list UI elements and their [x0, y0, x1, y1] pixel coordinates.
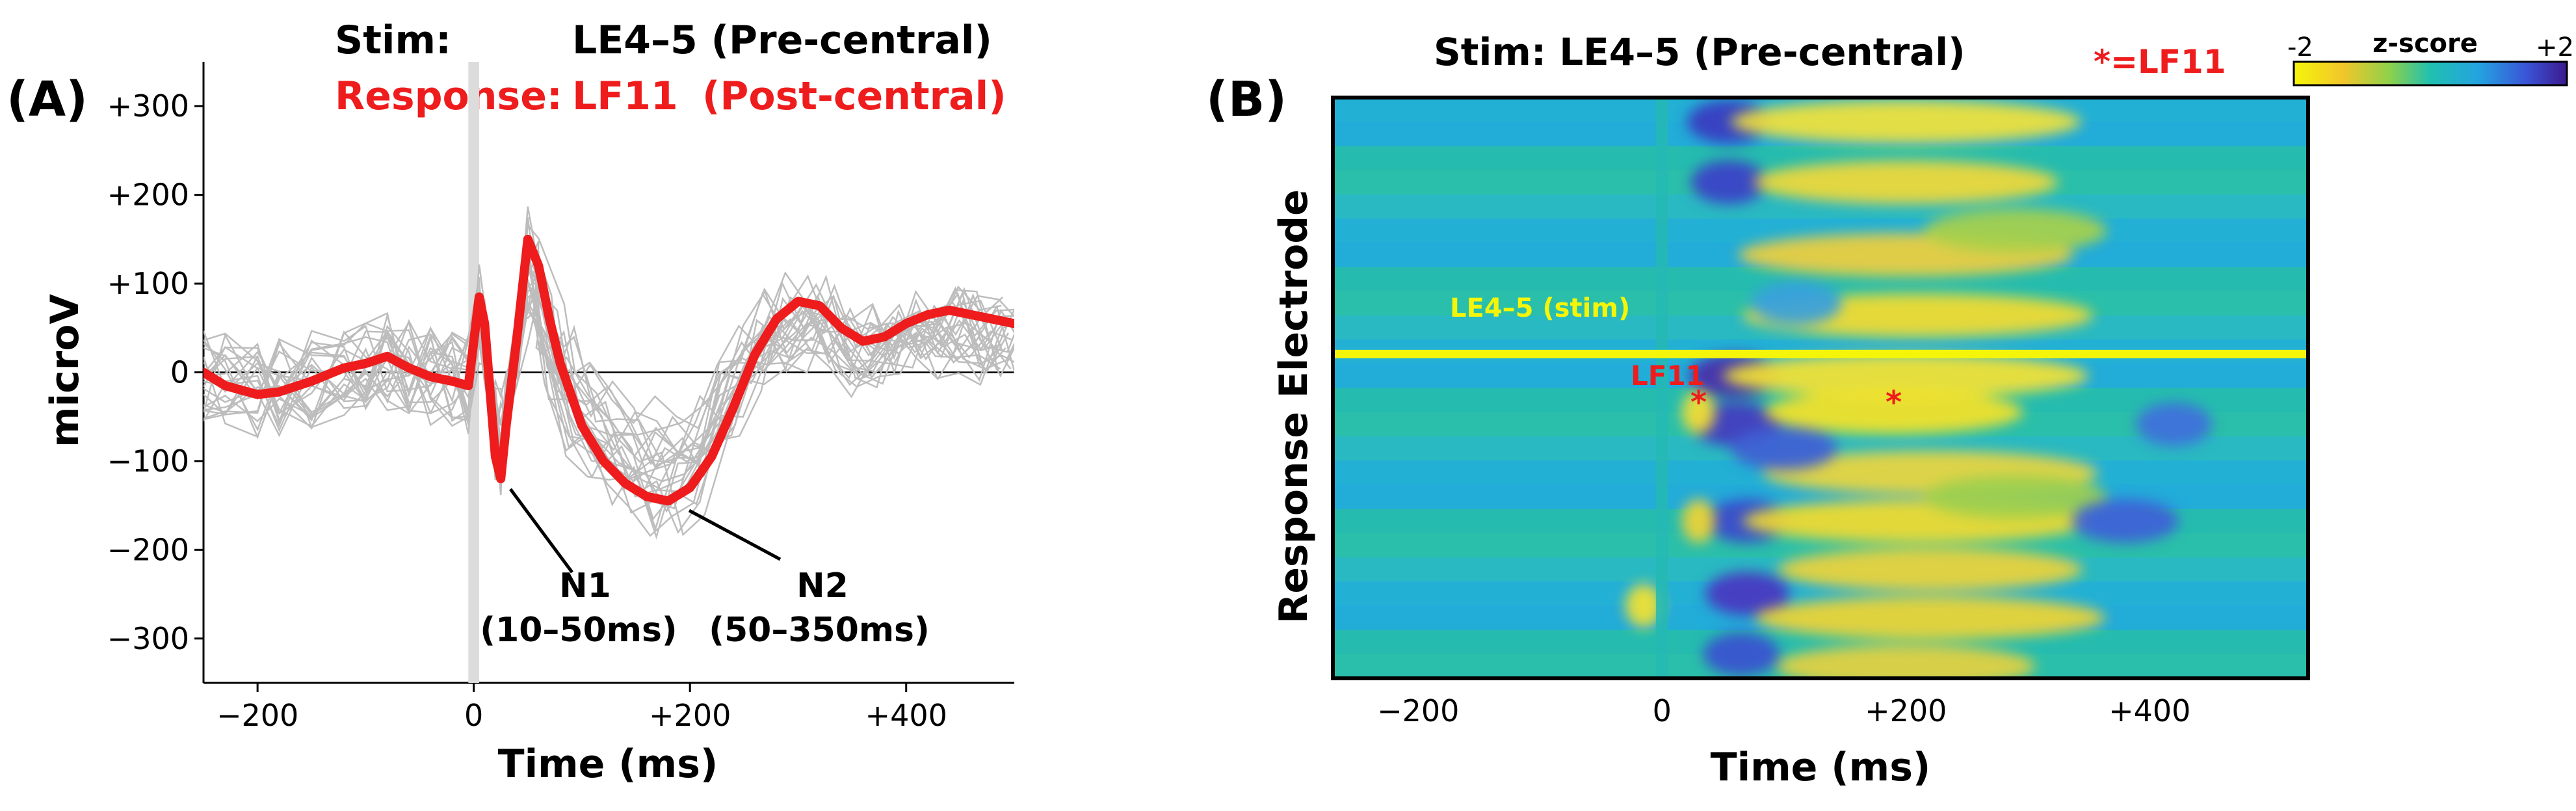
x-tick-label: +400: [865, 698, 947, 733]
heatmap-blob: [1753, 160, 2058, 204]
heatmap-blob: [1625, 583, 1663, 628]
heatmap-blob: [1778, 548, 2083, 592]
heatmap-blob: [1681, 390, 1716, 434]
y-tick-label: 0: [170, 355, 189, 390]
response-marker-early: *: [1690, 384, 1707, 421]
response-row-label: LF11: [1631, 360, 1705, 392]
heatmap-blobs: [1625, 100, 2213, 678]
panel-b-x-label: Time (ms): [1711, 745, 1931, 790]
trial-traces: [204, 206, 1014, 540]
x-tick-label: 0: [1653, 693, 1672, 728]
panel-a-stim-label: Stim:: [335, 18, 451, 63]
heatmap-blob: [1776, 644, 2036, 678]
n1-label: N1: [559, 566, 611, 605]
colorbar-title: z-score: [2372, 29, 2478, 59]
x-tick-label: +200: [1865, 693, 1947, 728]
panel-a-stim-value: LE4–5 (Pre-central): [572, 18, 992, 63]
colorbar: [2293, 60, 2568, 86]
trial-trace: [204, 241, 1002, 531]
heatmap-blob: [1690, 160, 1767, 204]
n1-leader-line: [508, 488, 574, 574]
heatmap-blob: [1755, 596, 2106, 640]
panel-b-x-ticks: −200 0 +200 +400: [1377, 693, 2190, 728]
response-marker-late: *: [1886, 384, 1902, 421]
heatmap-blob: [1924, 475, 2107, 519]
heatmap-blob: [1705, 572, 1789, 616]
heatmap-blob: [1750, 281, 1842, 325]
trial-trace: [204, 269, 1003, 540]
panel-a-x-ticks: −200 0 +200 +400: [217, 683, 947, 733]
panel-a-x-label: Time (ms): [498, 741, 718, 787]
x-tick-label: +400: [2109, 693, 2190, 728]
x-tick-label: −200: [1377, 693, 1459, 728]
x-tick-label: 0: [464, 698, 483, 733]
colorbar-min-label: -2: [2287, 33, 2313, 62]
n1-window: (10–50ms): [480, 611, 677, 650]
panel-b-title: Stim: LE4–5 (Pre-central): [1434, 30, 1965, 74]
stim-row-label: LE4–5 (stim): [1450, 293, 1630, 323]
stim-artifact-column: [1655, 98, 1668, 678]
colorbar-max-label: +2: [2536, 33, 2574, 62]
y-tick-label: +200: [107, 178, 189, 213]
panel-a-label: (A): [7, 72, 88, 127]
y-tick-label: −300: [107, 621, 189, 656]
panel-b-y-label: Response Electrode: [1271, 189, 1317, 624]
x-tick-label: −200: [217, 698, 298, 733]
panel-a-response-label: Response:: [335, 73, 562, 119]
panel-a-response-region: (Post-central): [702, 73, 1006, 119]
y-tick-label: +300: [107, 88, 189, 124]
panel-b-marker-note: *=LF11: [2094, 43, 2226, 81]
average-trace: [204, 234, 1014, 506]
x-tick-label: +200: [649, 698, 731, 733]
heatmap-frame: [1331, 96, 2310, 680]
panel-a: (A) Stim: LE4–5 (Pre-central) Response: …: [7, 18, 1014, 787]
trial-trace: [204, 297, 1009, 483]
panel-a-response-value: LF11: [572, 73, 678, 119]
panel-b: (B) Stim: LE4–5 (Pre-central) *=LF11 -2 …: [1206, 29, 2574, 790]
panel-a-y-ticks: +300 +200 +100 0 −100 −200 −300: [107, 88, 204, 656]
n2-label: N2: [796, 566, 848, 605]
n2-window: (50–350ms): [709, 611, 930, 650]
n2-leader-line: [688, 509, 782, 561]
heatmap-blob: [1730, 427, 1837, 471]
heatmap-blob: [2136, 402, 2213, 446]
y-tick-label: −200: [107, 532, 189, 567]
heatmap-blob: [2071, 499, 2179, 543]
heatmap-blob: [1924, 209, 2107, 253]
panel-b-label: (B): [1206, 72, 1287, 127]
y-tick-label: +100: [107, 266, 189, 301]
panel-a-y-label: microV: [42, 293, 88, 447]
heatmap-blob: [1703, 632, 1780, 676]
y-tick-label: −100: [107, 444, 189, 479]
heatmap-blob: [1730, 100, 2081, 144]
heatmap-blob: [1687, 100, 1771, 144]
heatmap-blob: [1681, 499, 1716, 543]
heatmap-blob: [1764, 390, 2023, 434]
heatmap-blob: [1723, 354, 2089, 398]
